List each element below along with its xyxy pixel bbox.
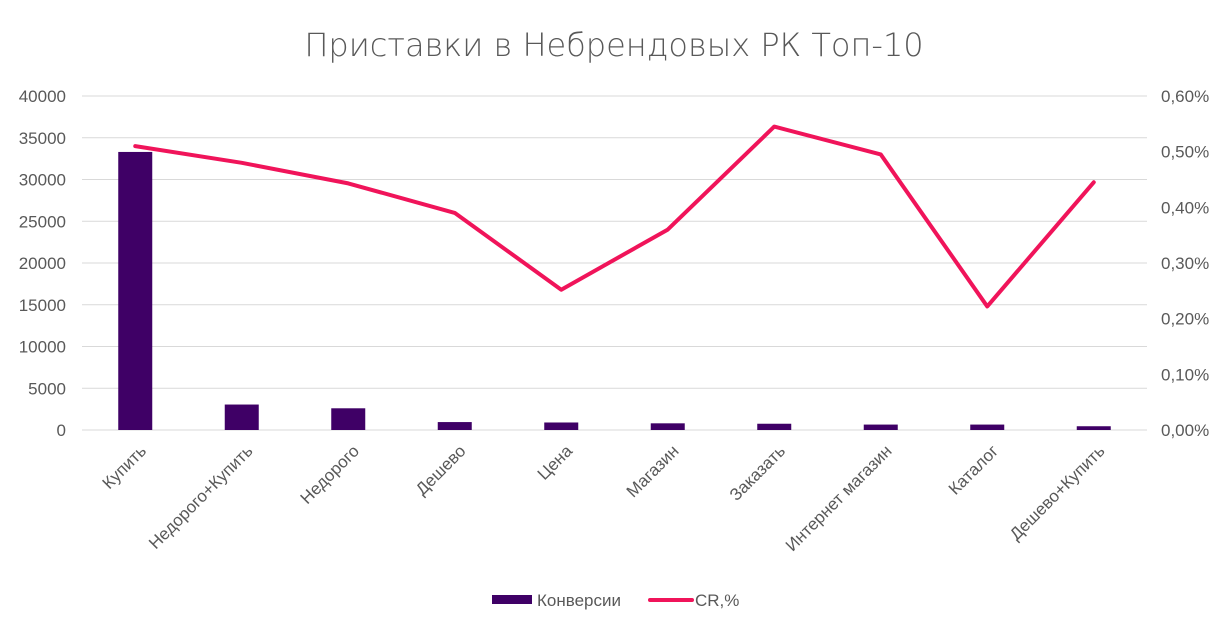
left-tick-label: 20000: [19, 254, 66, 273]
left-tick-label: 40000: [19, 87, 66, 106]
category-label: Интернет магазин: [782, 441, 896, 555]
bar-series: [118, 151, 1111, 430]
right-tick-label: 0,00%: [1161, 421, 1209, 440]
category-label: Недорого+Купить: [145, 441, 257, 553]
right-tick-label: 0,20%: [1161, 310, 1209, 329]
right-tick-label: 0,40%: [1161, 198, 1209, 217]
line-series: [133, 124, 1096, 309]
category-label: Купить: [99, 441, 151, 493]
category-label: Каталог: [945, 441, 1002, 498]
cr-line: [133, 124, 1096, 309]
left-tick-label: 0: [57, 421, 66, 440]
category-label: Недорого: [297, 441, 363, 507]
category-label: Магазин: [623, 441, 683, 501]
bar: [863, 424, 898, 430]
right-tick-label: 0,10%: [1161, 365, 1209, 384]
bar: [1076, 426, 1111, 430]
chart-title: Приставки в Небрендовых РК Топ-10: [304, 26, 923, 64]
right-tick-label: 0,50%: [1161, 143, 1209, 162]
legend: Конверсии CR,%: [492, 591, 739, 610]
left-tick-label: 35000: [19, 129, 66, 148]
left-tick-label: 25000: [19, 212, 66, 231]
bar: [331, 408, 366, 430]
bar: [757, 423, 792, 430]
bar: [544, 422, 579, 430]
bar: [118, 151, 153, 430]
category-label: Дешево: [412, 441, 470, 499]
left-tick-label: 30000: [19, 171, 66, 190]
category-label: Дешево+Купить: [1006, 441, 1109, 544]
gridlines: [82, 95, 1147, 431]
left-tick-label: 10000: [19, 338, 66, 357]
bar: [224, 404, 259, 430]
left-tick-label: 5000: [28, 379, 66, 398]
left-tick-label: 15000: [19, 296, 66, 315]
bar: [650, 423, 685, 430]
bar: [970, 424, 1005, 430]
right-tick-label: 0,30%: [1161, 254, 1209, 273]
legend-swatch-conversions: [492, 595, 532, 604]
legend-label-cr: CR,%: [695, 591, 739, 610]
right-axis-ticks: 0,00% 0,10% 0,20% 0,30% 0,40% 0,50% 0,60%: [1161, 87, 1209, 440]
left-axis-ticks: 0 5000 10000 15000 20000 25000 30000 35000 40000: [19, 87, 66, 440]
legend-label-conversions: Конверсии: [537, 591, 621, 610]
bar: [437, 422, 472, 430]
category-label: Цена: [534, 441, 577, 484]
category-label: Заказать: [726, 441, 789, 504]
right-tick-label: 0,60%: [1161, 87, 1209, 106]
